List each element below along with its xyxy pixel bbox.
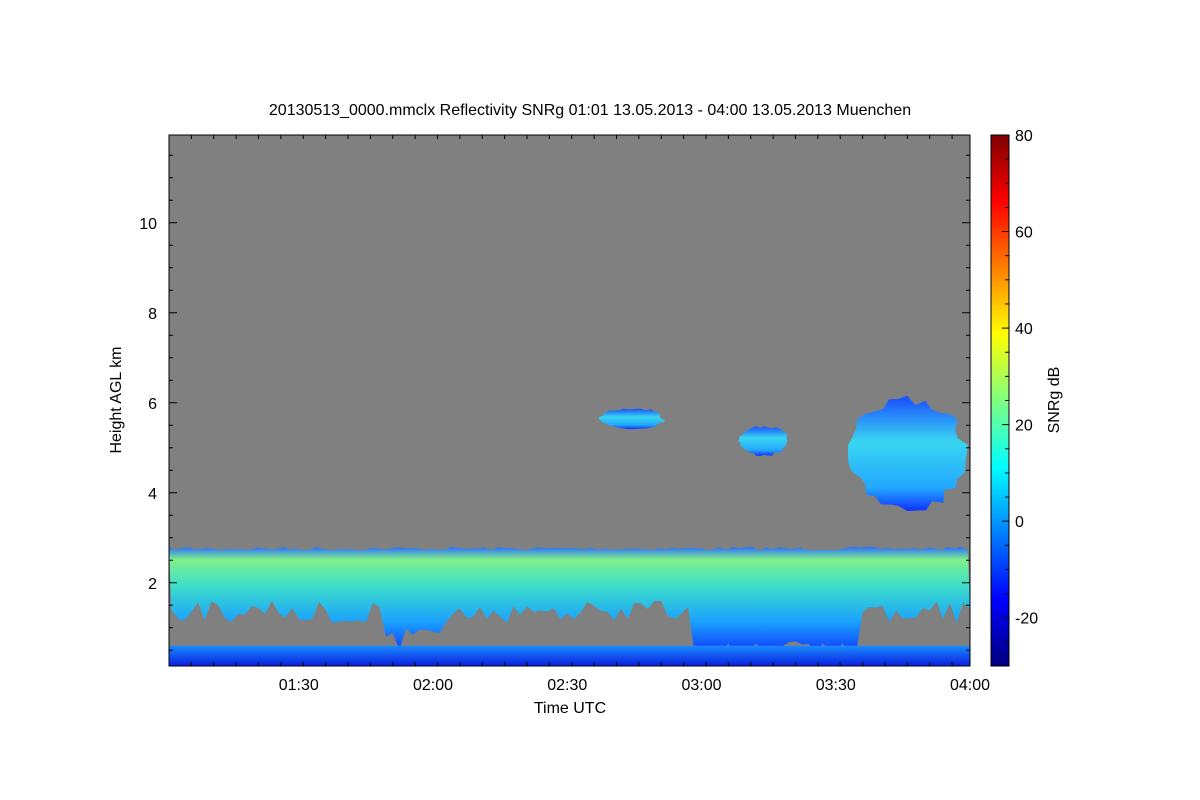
colorbar-tick-label: 40 [1015,321,1033,338]
y-tick-label: 10 [139,216,157,233]
x-tick-label: 02:00 [413,677,453,694]
y-tick-label: 8 [148,306,157,323]
colorbar-tick-label: -20 [1015,611,1038,628]
y-tick-label: 4 [148,486,157,503]
plot-area [169,135,970,666]
feature-mid-level-cloud-fragment-2 [737,425,788,457]
plot-frame [168,134,971,667]
colorbar-tick-label: 0 [1015,514,1024,531]
colorbar-tick-label: 80 [1015,128,1033,145]
feature-near-surface-return [169,645,970,666]
x-tick-label: 01:30 [279,677,319,694]
feature-mid-level-cloud-fragment-1 [598,408,666,430]
x-tick-label: 03:30 [816,677,856,694]
y-tick-label: 6 [148,396,157,413]
feature-mid-level-cloud [847,395,969,512]
y-tick-label: 2 [148,576,157,593]
y-axis: 2 4 6 8 10 [139,154,970,651]
x-tick-label: 03:00 [681,677,721,694]
x-axis: 01:30 02:00 02:30 03:00 03:30 04:00 [168,135,990,694]
colorbar-label: SNRg dB [1046,367,1063,434]
chart-title: 20130513_0000.mmclx Reflectivity SNRg 01… [269,102,911,119]
x-axis-label: Time UTC [534,700,606,717]
feature-boundary-layer-cloud [169,546,970,655]
colorbar-tick-label: 20 [1015,418,1033,435]
x-tick-label: 04:00 [950,677,990,694]
x-tick-label: 02:30 [547,677,587,694]
colorbar-tick-label: 60 [1015,225,1033,242]
y-axis-label: Height AGL km [108,346,125,453]
colorbar: -20 0 20 40 60 80 SNRg dB [990,128,1063,667]
